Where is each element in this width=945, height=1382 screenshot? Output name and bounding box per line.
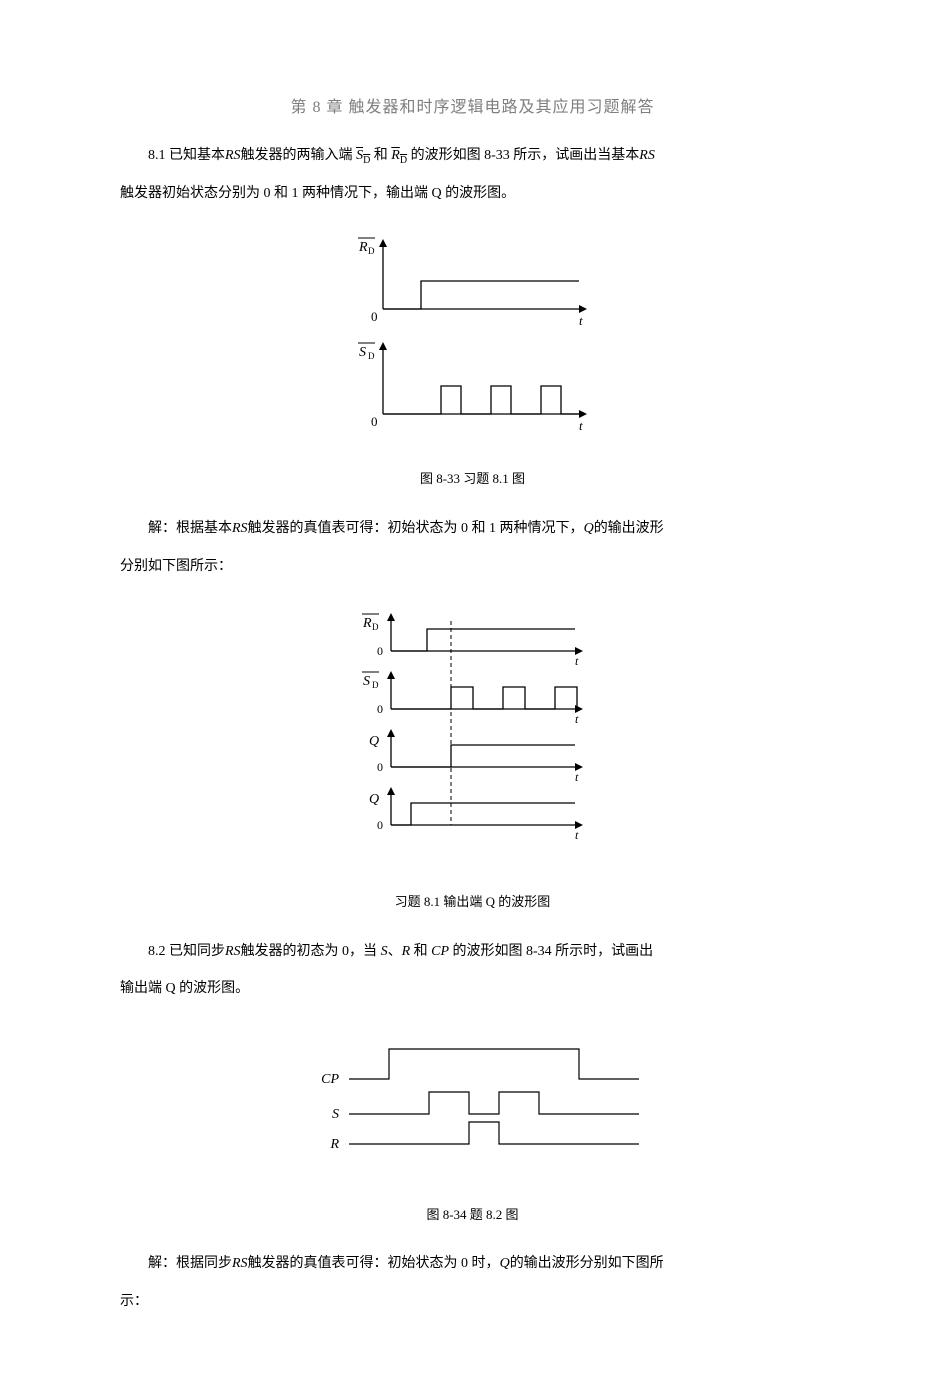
txt: 触发器的真值表可得：初始状态为 0 和 1 两种情况下， <box>248 521 584 536</box>
txt: 解：根据基本 <box>148 521 232 536</box>
svg-text:R: R <box>329 1137 339 1152</box>
txt: 8.1 已知基本 <box>148 148 225 163</box>
solution-8-2-line1: 解：根据同步RS触发器的真值表可得：初始状态为 0 时，Q的输出波形分别如下图所 <box>120 1247 825 1281</box>
svg-text:D: D <box>372 622 379 632</box>
rd-r: R <box>391 148 400 163</box>
cp: CP <box>428 944 449 959</box>
svg-text:D: D <box>368 246 375 256</box>
rs2: RS <box>639 148 655 163</box>
svg-text:t: t <box>575 654 579 668</box>
solution-8-1-line2: 分别如下图所示： <box>120 550 825 584</box>
txt: 的波形如图 8-33 所示，试画出当基本 <box>407 148 639 163</box>
rd-sub: D <box>400 155 407 166</box>
txt: 的波形如图 8-34 所示时，试画出 <box>449 944 653 959</box>
txt: 8.2 已知同步 <box>148 944 225 959</box>
figure-8-34: CP SR <box>120 1024 825 1187</box>
rd: RD <box>391 148 407 163</box>
svg-text:D: D <box>368 351 375 361</box>
q: Q <box>584 521 594 536</box>
svg-text:Q: Q <box>369 792 379 807</box>
svg-text:0: 0 <box>377 644 383 658</box>
txt: 的输出波形 <box>594 521 664 536</box>
timing-diagram-8-33: RD0tSD0t <box>343 229 603 439</box>
svg-text:t: t <box>575 828 579 842</box>
chapter-title: 第 8 章 触发器和时序逻辑电路及其应用习题解答 <box>120 90 825 125</box>
caption-sol-8-1: 习题 8.1 输出端 Q 的波形图 <box>120 888 825 917</box>
q: Q <box>500 1256 510 1271</box>
rs: RS <box>232 521 248 536</box>
svg-text:0: 0 <box>371 414 378 429</box>
svg-text:Q: Q <box>369 734 379 749</box>
svg-text:0: 0 <box>371 309 378 324</box>
caption-8-34: 图 8-34 题 8.2 图 <box>120 1201 825 1230</box>
sd: SD <box>356 148 370 163</box>
solution-8-2-line2: 示： <box>120 1285 825 1319</box>
s: S <box>377 944 388 959</box>
txt: 、 <box>388 944 402 959</box>
r: R <box>402 944 411 959</box>
txt: 的输出波形分别如下图所 <box>510 1256 664 1271</box>
figure-8-33: RD0tSD0t <box>120 229 825 452</box>
svg-text:CP: CP <box>321 1072 339 1087</box>
problem-8-1-line1: 8.1 已知基本RS触发器的两输入端 SD 和 RD 的波形如图 8-33 所示… <box>120 139 825 173</box>
rs: RS <box>225 148 241 163</box>
svg-text:D: D <box>372 680 379 690</box>
txt: 和 <box>370 148 391 163</box>
svg-text:R: R <box>358 240 368 255</box>
svg-text:t: t <box>579 313 583 328</box>
problem-8-2-line1: 8.2 已知同步RS触发器的初态为 0，当 S、R 和 CP 的波形如图 8-3… <box>120 935 825 969</box>
txt: 触发器的两输入端 <box>241 148 357 163</box>
svg-text:0: 0 <box>377 760 383 774</box>
svg-text:t: t <box>575 770 579 784</box>
svg-text:R: R <box>362 616 372 631</box>
txt: 和 <box>410 944 428 959</box>
svg-text:t: t <box>579 418 583 433</box>
svg-text:0: 0 <box>377 702 383 716</box>
problem-8-2-line2: 输出端 Q 的波形图。 <box>120 972 825 1006</box>
sd-s: S <box>356 148 363 163</box>
timing-diagram-8-34: CP SR <box>303 1024 643 1174</box>
solution-8-1-line1: 解：根据基本RS触发器的真值表可得：初始状态为 0 和 1 两种情况下，Q的输出… <box>120 512 825 546</box>
figure-solution-8-1: 0t0t0t0tRDSDQQ <box>120 601 825 874</box>
caption-8-33: 图 8-33 习题 8.1 图 <box>120 465 825 494</box>
page: 第 8 章 触发器和时序逻辑电路及其应用习题解答 8.1 已知基本RS触发器的两… <box>0 0 945 1382</box>
svg-text:0: 0 <box>377 818 383 832</box>
svg-text:t: t <box>575 712 579 726</box>
txt: 触发器的真值表可得：初始状态为 0 时， <box>248 1256 500 1271</box>
txt: 解：根据同步 <box>148 1256 232 1271</box>
svg-text:S: S <box>363 674 370 689</box>
svg-text:S: S <box>359 345 366 360</box>
timing-diagram-sol-8-1: 0t0t0t0tRDSDQQ <box>343 601 603 861</box>
rs: RS <box>225 944 241 959</box>
txt: 触发器的初态为 0，当 <box>241 944 378 959</box>
problem-8-1-line2: 触发器初始状态分别为 0 和 1 两种情况下，输出端 Q 的波形图。 <box>120 177 825 211</box>
svg-text:S: S <box>332 1107 339 1122</box>
rs: RS <box>232 1256 248 1271</box>
